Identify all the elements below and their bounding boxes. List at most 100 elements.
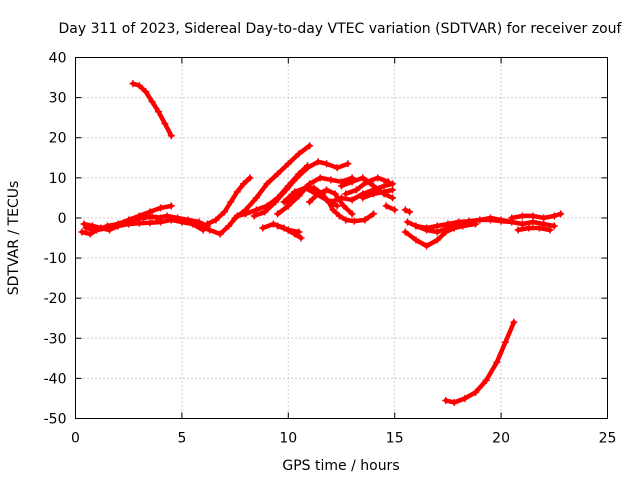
data-point [391, 206, 399, 214]
data-point [401, 206, 409, 214]
data-point [510, 318, 518, 326]
data-point [482, 376, 490, 384]
y-tick-label: -10 [44, 251, 67, 267]
y-tick-label: 10 [49, 171, 67, 187]
data-point [442, 396, 450, 404]
data-point [514, 226, 522, 234]
x-tick-label: 10 [279, 431, 297, 447]
data-point [272, 198, 280, 206]
data-point [361, 216, 369, 224]
data-point [342, 216, 350, 224]
data-point [338, 194, 345, 202]
data-point [220, 208, 228, 216]
data-point [293, 174, 301, 182]
data-point [89, 222, 97, 230]
data-point [146, 219, 154, 227]
data-point [303, 164, 311, 172]
data-point [348, 210, 356, 218]
data-point [216, 230, 224, 238]
data-point [323, 160, 331, 168]
data-point [461, 394, 469, 402]
data-point [284, 200, 292, 208]
data-point [540, 220, 548, 228]
data-point [225, 222, 233, 230]
data-point [246, 174, 254, 182]
data-point [274, 170, 282, 178]
data-point [195, 222, 203, 230]
data-point [359, 194, 367, 202]
data-point [146, 208, 154, 216]
data-point [261, 208, 269, 216]
data-point [231, 214, 239, 222]
data-point [340, 202, 348, 210]
data-point [135, 219, 143, 227]
x-tick-label: 5 [177, 431, 186, 447]
data-point [433, 228, 441, 236]
data-point [348, 178, 356, 186]
data-point [316, 174, 324, 182]
data-point [363, 178, 371, 186]
data-point [518, 220, 526, 228]
data-point [327, 176, 335, 184]
data-point [212, 216, 220, 224]
data-point [312, 190, 320, 198]
data-point [284, 226, 292, 234]
data-point [259, 224, 267, 232]
data-point [529, 212, 537, 220]
data-point [501, 338, 509, 346]
data-point [240, 180, 248, 188]
data-point [374, 174, 382, 182]
chart-title: Day 311 of 2023, Sidereal Day-to-day VTE… [59, 21, 623, 37]
data-point [412, 222, 420, 230]
data-point [433, 222, 441, 230]
series-arc-rise-9 [232, 143, 312, 221]
series-arc-low-late [443, 319, 517, 405]
data-point [335, 212, 343, 220]
data-point [295, 228, 303, 236]
data-point [433, 236, 441, 244]
data-point [301, 184, 309, 192]
data-point [369, 190, 377, 198]
data-point [148, 213, 156, 221]
data-point [338, 182, 345, 190]
data-point [333, 164, 341, 172]
series-arc-high-early [130, 81, 174, 138]
data-point [78, 228, 86, 236]
data-point [252, 194, 260, 202]
data-point [131, 215, 139, 223]
data-point [106, 226, 114, 234]
data-point [306, 198, 314, 206]
data-point [154, 108, 162, 116]
data-point [350, 217, 358, 225]
data-point [450, 398, 458, 406]
x-tick-label: 25 [599, 431, 617, 447]
data-point [546, 226, 554, 234]
y-tick-label: 20 [49, 131, 67, 147]
data-point [550, 212, 558, 220]
data-point [157, 204, 165, 212]
data-point [306, 142, 314, 150]
data-series [78, 80, 565, 406]
series-arc-eve-d [360, 187, 395, 201]
data-point [280, 198, 288, 206]
data-point [508, 214, 516, 222]
data-point [297, 234, 305, 242]
data-point [227, 198, 235, 206]
data-point [384, 178, 392, 186]
data-point [465, 218, 473, 226]
data-point [540, 214, 548, 222]
data-point [423, 226, 431, 234]
data-point [380, 188, 388, 196]
data-point [406, 208, 414, 216]
data-point [291, 188, 299, 196]
data-point [455, 220, 463, 228]
data-point [518, 212, 526, 220]
series-arc-base-c [81, 214, 163, 233]
data-point [412, 236, 420, 244]
data-point [142, 88, 150, 96]
data-point [348, 196, 356, 204]
data-point [476, 216, 484, 224]
data-point [252, 206, 260, 214]
x-axis-label: GPS time / hours [282, 458, 399, 474]
